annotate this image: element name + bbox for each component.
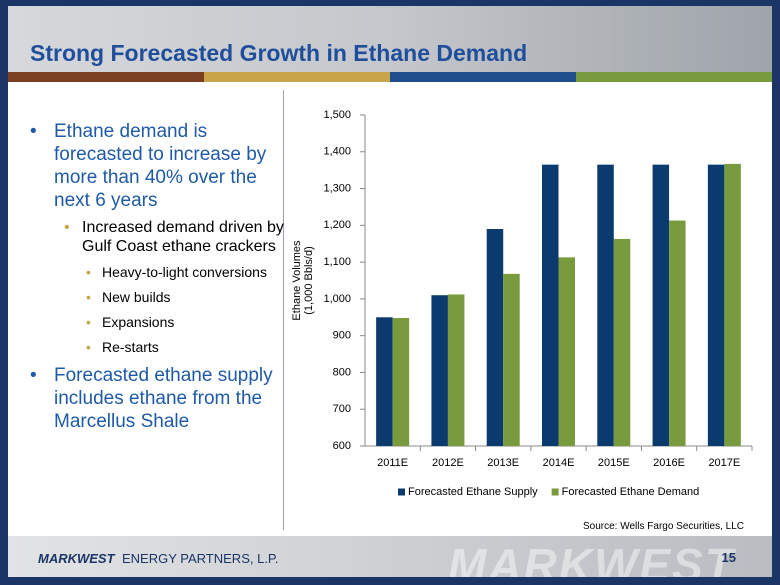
- x-tick-label: 2011E: [377, 457, 408, 469]
- bullet-text: New builds: [102, 289, 171, 305]
- header: Strong Forecasted Growth in Ethane Deman…: [8, 6, 772, 72]
- slide-title: Strong Forecasted Growth in Ethane Deman…: [30, 40, 528, 66]
- bullet: • Forecasted ethane supply includes ethan…: [24, 364, 286, 433]
- bullet: • Expansions: [24, 314, 286, 331]
- y-axis-label-line: Ethane Volumes: [291, 240, 303, 321]
- bullet-dot: •: [86, 289, 91, 305]
- bullet-text: Ethane demand is forecasted to increase …: [54, 121, 267, 211]
- bullet-dot: •: [30, 121, 37, 142]
- bullet-dot: •: [64, 219, 70, 236]
- y-axis-label-line: (1,000 Bbls/d): [303, 246, 315, 314]
- bar: [724, 163, 741, 447]
- y-axis-label: Ethane Volumes(1,000 Bbls/d): [291, 240, 315, 321]
- x-tick-label: 2013E: [487, 457, 519, 469]
- legend-swatch: [398, 488, 405, 496]
- stripe: [390, 72, 576, 82]
- legend-label: Forecasted Ethane Demand: [562, 486, 700, 498]
- legend-swatch: [551, 488, 559, 496]
- bar: [447, 294, 465, 446]
- y-tick-label: 1,100: [323, 256, 351, 268]
- y-tick-label: 700: [333, 403, 351, 415]
- bullet: • New builds: [24, 289, 286, 306]
- bullet: • Heavy-to-light conversions: [24, 264, 286, 281]
- brand: MARKWEST: [38, 551, 115, 566]
- x-tick-label: 2014E: [543, 457, 575, 469]
- bar: [669, 220, 686, 446]
- bar: [542, 164, 559, 446]
- y-tick-label: 1,200: [323, 219, 351, 231]
- bar: [376, 317, 393, 446]
- bullet-dot: •: [86, 339, 91, 355]
- bullet-text: Re-starts: [102, 339, 159, 355]
- bar: [597, 164, 614, 446]
- bullet-text: Expansions: [102, 314, 175, 330]
- x-tick-label: 2012E: [432, 457, 464, 469]
- legend-label: Forecasted Ethane Supply: [408, 486, 538, 498]
- bar: [558, 257, 575, 446]
- bar: [431, 295, 448, 446]
- bullet: • Ethane demand is forecasted to increase…: [24, 120, 286, 212]
- bar: [613, 238, 631, 446]
- bullet-text: Heavy-to-light conversions: [102, 264, 267, 280]
- bullet: • Increased demand driven by Gulf Coast e…: [24, 218, 286, 256]
- bullet-text: Forecasted ethane supply includes ethane…: [54, 365, 273, 432]
- bullet-dot: •: [30, 365, 37, 386]
- bar: [392, 318, 410, 446]
- bar: [486, 229, 504, 446]
- y-tick-label: 800: [333, 366, 351, 378]
- bullet-dot: •: [86, 264, 91, 280]
- watermark: MARKWEST: [448, 539, 735, 577]
- stripe: [576, 72, 772, 82]
- source-note: Source: Wells Fargo Securities, LLC: [583, 521, 744, 532]
- company: ENERGY PARTNERS, L.P.: [122, 551, 279, 566]
- y-tick-label: 600: [333, 440, 351, 452]
- y-tick-label: 1,000: [323, 293, 351, 305]
- x-tick-label: 2017E: [708, 457, 740, 469]
- y-tick-label: 1,500: [323, 109, 351, 121]
- footer: MARKWEST MARKWEST ENERGY PARTNERS, L.P. …: [8, 536, 772, 577]
- bullet-dot: •: [86, 314, 91, 330]
- y-tick-label: 1,300: [323, 182, 351, 194]
- stripe: [204, 72, 390, 82]
- bar: [503, 273, 520, 446]
- x-tick-label: 2015E: [598, 457, 630, 469]
- stripe: [8, 72, 204, 82]
- y-tick-label: 900: [333, 330, 351, 342]
- page-number: 15: [721, 550, 736, 565]
- x-tick-label: 2016E: [653, 457, 685, 469]
- divider: [283, 90, 284, 530]
- bullet-text: Increased demand driven by Gulf Coast et…: [82, 219, 284, 255]
- bullet: • Re-starts: [24, 339, 286, 356]
- bullet-list: • Ethane demand is forecasted to increase…: [24, 120, 286, 439]
- bar: [652, 164, 670, 446]
- y-tick-label: 1,400: [323, 146, 351, 158]
- bar: [707, 164, 725, 446]
- slide-body: Strong Forecasted Growth in Ethane Deman…: [8, 6, 772, 577]
